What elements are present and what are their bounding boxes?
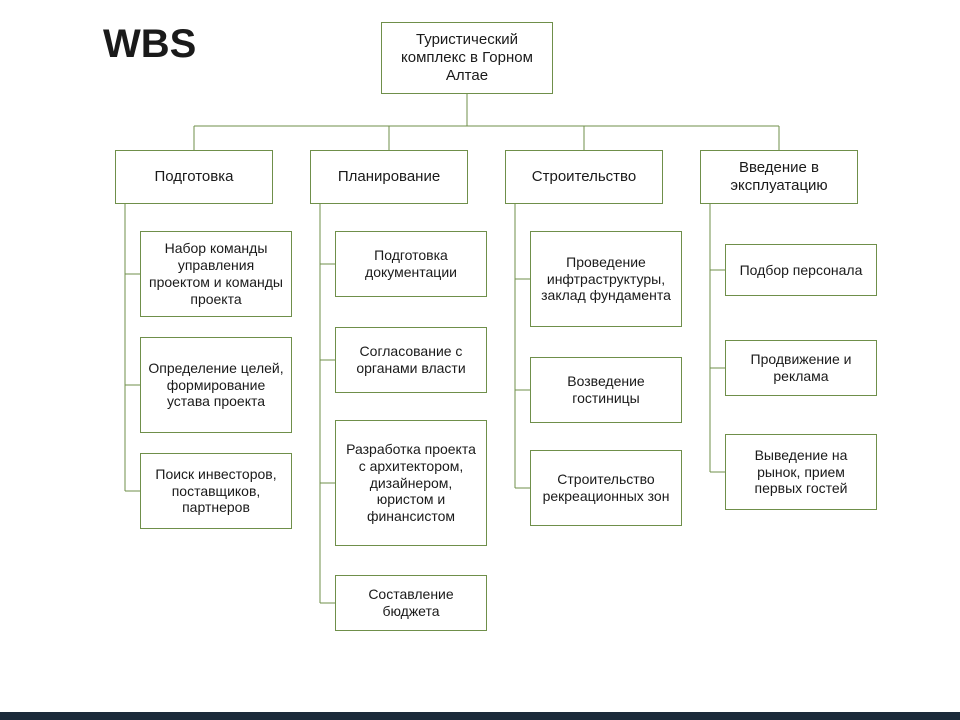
wbs-node: Планирование [310,150,468,204]
wbs-node: Набор команды управления проектом и кома… [140,231,292,317]
page-title: WBS [103,22,196,67]
footer-bar [0,712,960,720]
wbs-node: Продвижение и реклама [725,340,877,396]
wbs-node: Строительство [505,150,663,204]
wbs-node: Проведение инфтраструктуры, заклад фунда… [530,231,682,327]
wbs-node: Разработка проекта с архитектором, дизай… [335,420,487,546]
wbs-node: Введение в эксплуатацию [700,150,858,204]
wbs-node: Строительство рекреационных зон [530,450,682,526]
wbs-node: Подготовка документации [335,231,487,297]
wbs-node: Определение целей, формирование устава п… [140,337,292,433]
wbs-node: Туристический комплекс в Горном Алтае [381,22,553,94]
wbs-node: Подготовка [115,150,273,204]
wbs-node: Подбор персонала [725,244,877,296]
wbs-node: Возведение гостиницы [530,357,682,423]
wbs-node: Выведение на рынок, прием первых гостей [725,434,877,510]
wbs-node: Поиск инвесторов, поставщиков, партнеров [140,453,292,529]
wbs-node: Составление бюджета [335,575,487,631]
wbs-node: Согласование с органами власти [335,327,487,393]
